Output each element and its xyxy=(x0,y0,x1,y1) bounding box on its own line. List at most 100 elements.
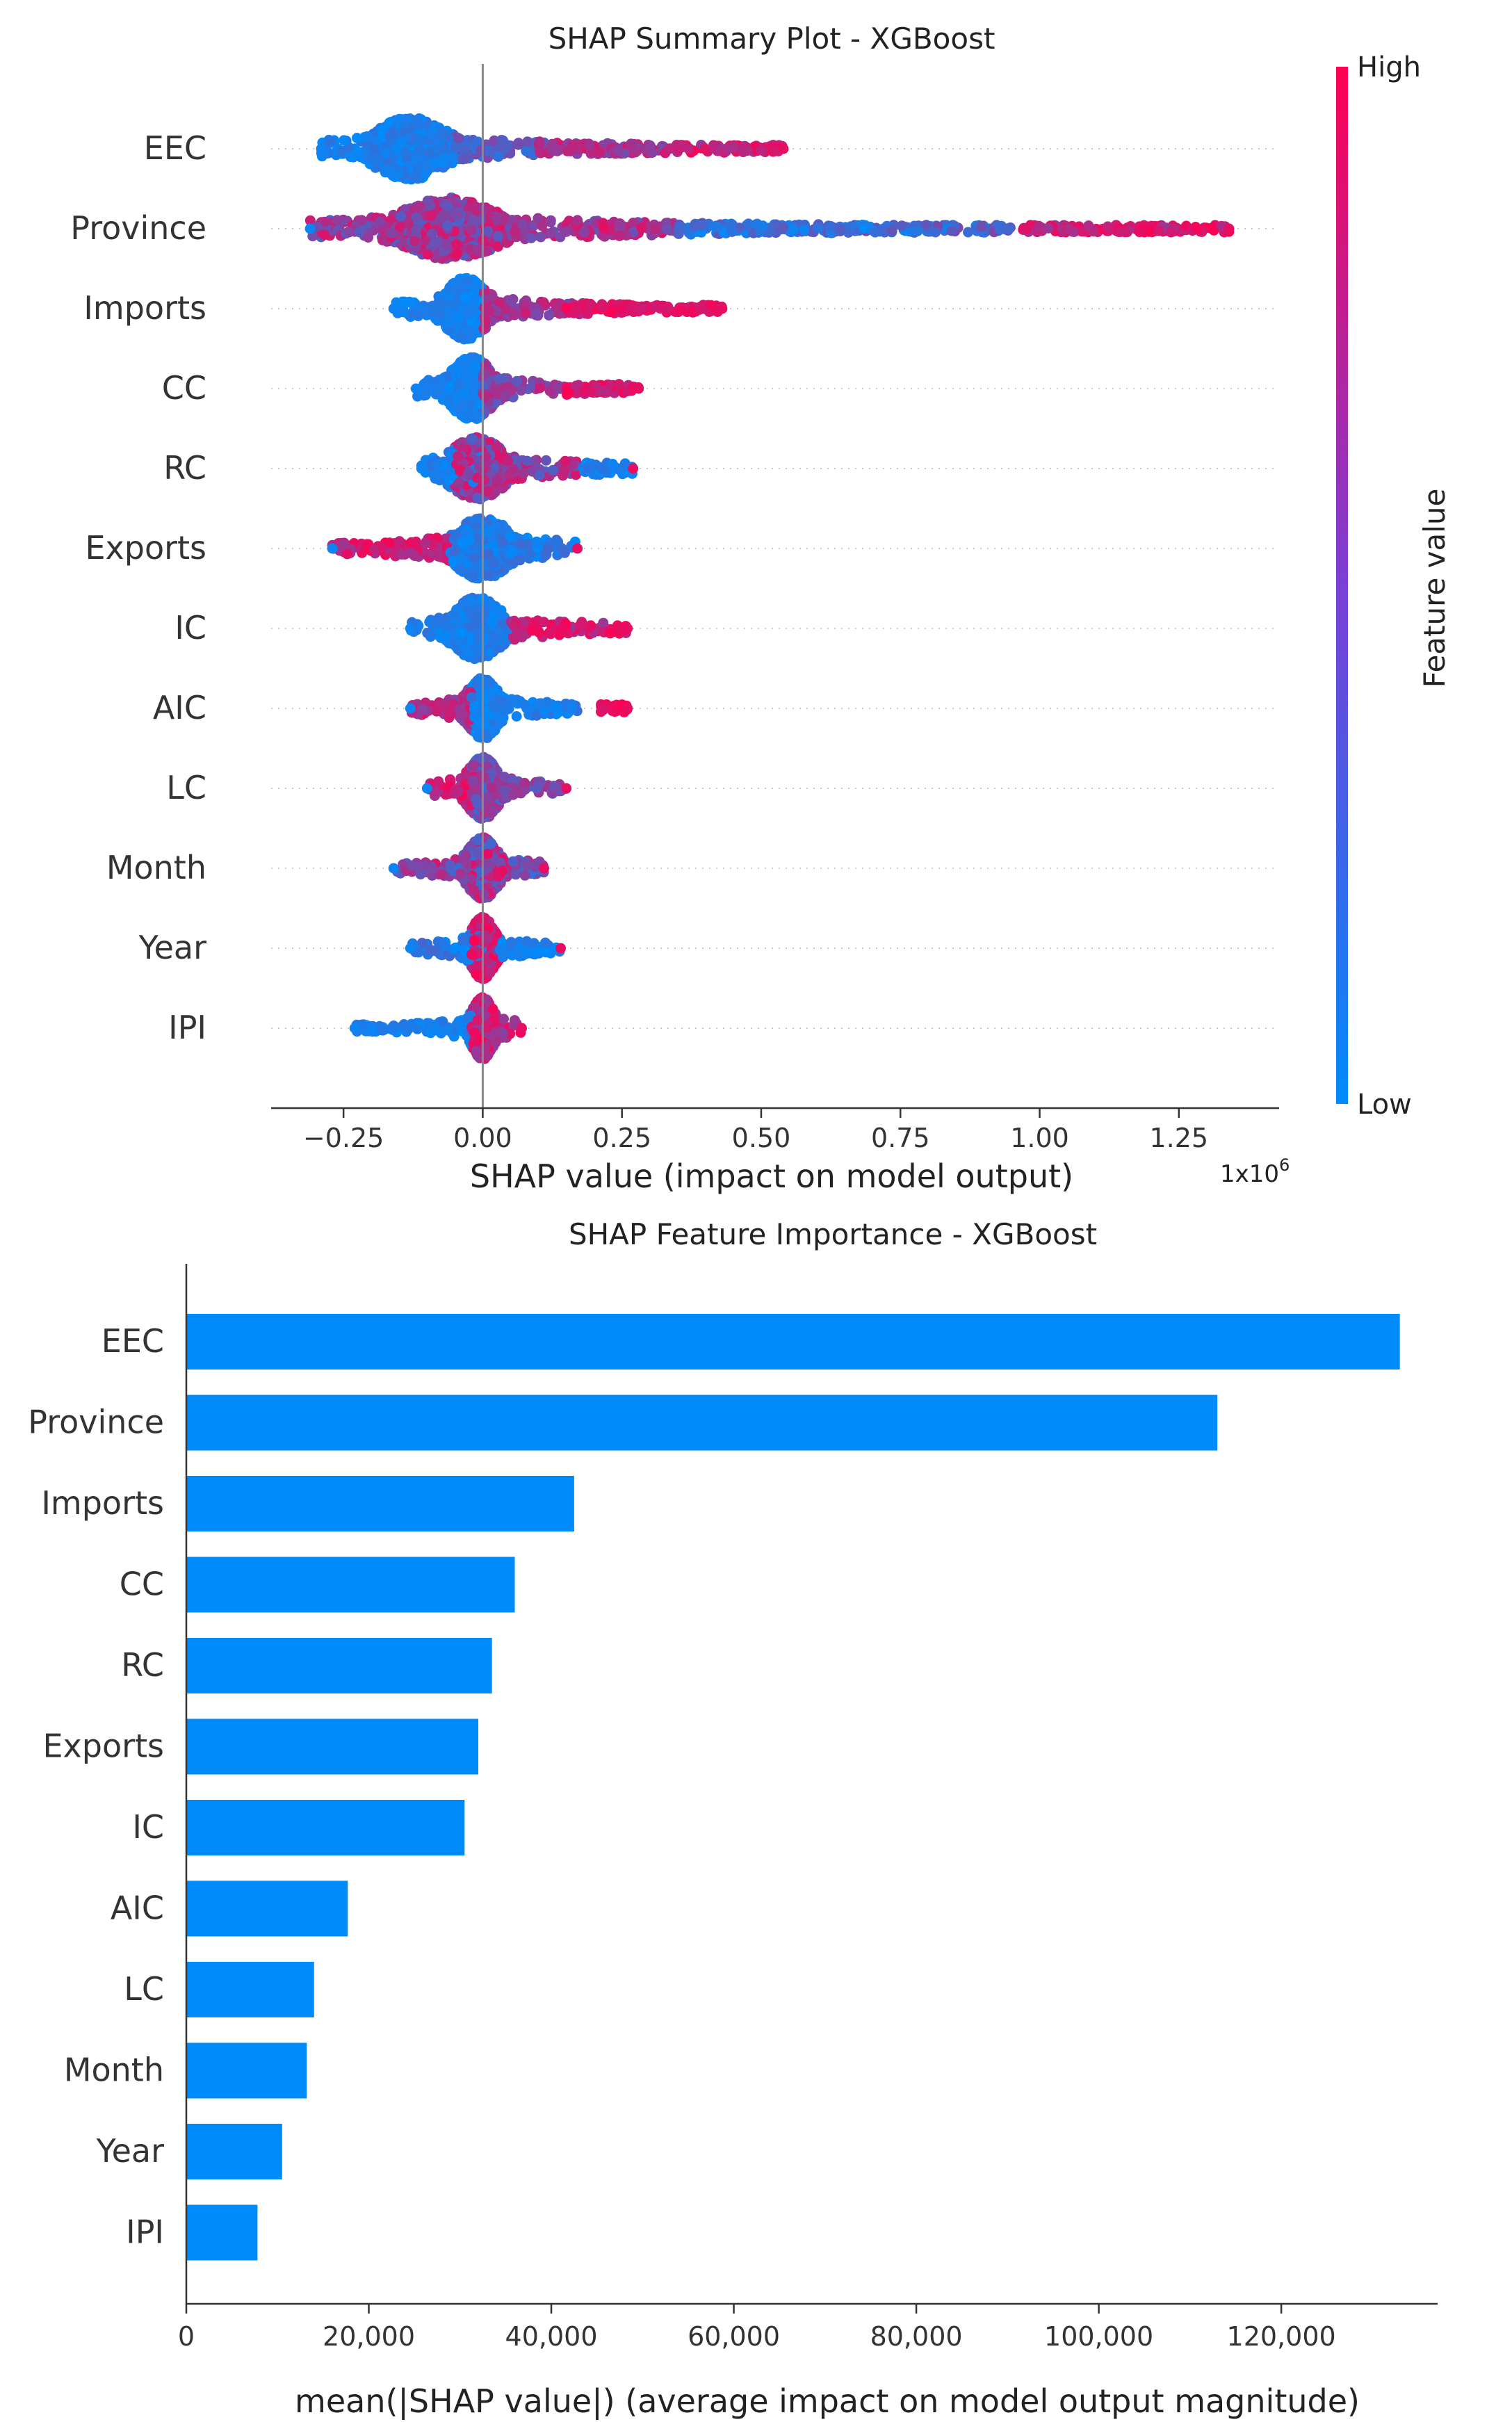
shap-dot xyxy=(475,437,487,448)
shap-dot xyxy=(363,232,374,243)
summary-row-guides xyxy=(271,148,1279,1029)
shap-dot xyxy=(661,224,672,235)
shap-dot xyxy=(509,226,520,237)
shap-dot xyxy=(420,538,431,549)
shap-dot xyxy=(788,224,799,235)
shap-dot xyxy=(438,209,449,220)
shap-dot xyxy=(534,136,545,147)
shap-dot xyxy=(531,536,542,547)
shap-dot xyxy=(319,229,330,241)
shap-dot xyxy=(472,245,483,256)
shap-dot xyxy=(1134,227,1145,238)
shap-dot xyxy=(409,154,421,165)
shap-dot xyxy=(514,555,526,566)
shap-dot xyxy=(617,469,628,480)
shap-dot xyxy=(614,230,625,241)
shap-dot xyxy=(535,382,545,393)
shap-dot xyxy=(462,275,473,286)
shap-dot xyxy=(548,464,558,476)
shap-dot xyxy=(491,214,503,225)
shap-dot xyxy=(434,308,446,319)
shap-dot xyxy=(930,227,941,238)
shap-dot xyxy=(441,131,453,142)
shap-dot xyxy=(432,458,442,469)
shap-dot xyxy=(695,220,706,231)
shap-dot xyxy=(430,157,441,168)
summary-dots xyxy=(304,113,1235,1064)
shap-dot xyxy=(777,222,788,233)
shap-dot xyxy=(396,211,407,222)
shap-dot xyxy=(509,309,520,320)
shap-dot xyxy=(560,455,571,466)
shap-dot xyxy=(531,309,542,320)
shap-dot xyxy=(383,166,394,177)
shap-dot xyxy=(384,117,395,129)
shap-dot xyxy=(921,220,932,231)
shap-dot xyxy=(644,140,656,151)
shap-dot xyxy=(393,168,405,179)
shap-dot xyxy=(332,215,343,226)
shap-dot xyxy=(368,143,380,154)
shap-dot xyxy=(478,368,489,380)
shap-dot xyxy=(572,215,583,226)
shap-dot xyxy=(559,464,570,476)
shap-dot xyxy=(599,385,610,396)
shap-dot xyxy=(464,409,475,421)
shap-dot xyxy=(694,304,705,315)
shap-dot xyxy=(427,228,438,239)
shap-dot xyxy=(478,390,489,401)
shap-dot xyxy=(453,450,464,462)
shap-dot xyxy=(1153,225,1164,236)
shap-dot xyxy=(562,145,573,156)
shap-dot xyxy=(414,201,425,212)
shap-dot xyxy=(411,536,421,547)
shap-dot xyxy=(712,222,723,232)
shap-dot xyxy=(650,224,661,235)
summary-title: SHAP Summary Plot - XGBoost xyxy=(548,22,995,56)
shap-dot xyxy=(471,521,482,532)
shap-dot xyxy=(497,536,507,547)
shap-dot xyxy=(594,146,605,157)
shap-dot xyxy=(466,225,478,236)
shap-dot xyxy=(399,296,410,307)
shap-dot xyxy=(770,145,781,156)
shap-dot xyxy=(492,231,503,242)
shap-dot xyxy=(596,300,608,311)
shap-dot xyxy=(455,553,466,563)
shap-dot xyxy=(482,226,494,237)
shap-dot xyxy=(451,393,462,405)
shap-dot xyxy=(453,209,464,220)
shap-dot xyxy=(354,227,365,238)
shap-dot xyxy=(494,373,505,384)
shap-dot xyxy=(401,152,412,163)
shap-dot xyxy=(626,141,637,152)
shap-dot xyxy=(535,231,546,243)
shap-dot xyxy=(799,225,810,236)
shap-dot xyxy=(483,305,494,316)
shap-dot xyxy=(336,145,347,156)
shap-dot xyxy=(756,145,767,156)
shap-dot xyxy=(463,307,474,318)
shap-dot xyxy=(886,225,897,236)
shap-dot xyxy=(520,307,531,318)
shap-dot xyxy=(441,220,453,231)
shap-dot xyxy=(571,380,582,391)
shap-dot xyxy=(422,249,433,260)
shap-dot xyxy=(444,382,455,393)
shap-dot xyxy=(572,143,583,154)
shap-dot xyxy=(976,221,987,232)
shap-dot xyxy=(813,222,824,234)
shap-dot xyxy=(490,387,501,398)
shap-dot xyxy=(453,133,464,144)
shap-dot xyxy=(590,460,601,471)
shap-dot xyxy=(637,301,648,312)
shap-dot xyxy=(683,144,694,155)
shap-dot xyxy=(1088,225,1099,236)
shap-dot xyxy=(339,135,350,146)
shap-dot xyxy=(411,212,422,222)
shap-dot xyxy=(394,536,405,547)
shap-dot xyxy=(1043,222,1054,234)
shap-dot xyxy=(675,304,686,316)
shap-summary-plot: SHAP Summary Plot - XGBoost EECProvinceI… xyxy=(70,22,1290,1195)
shap-dot xyxy=(613,379,624,390)
